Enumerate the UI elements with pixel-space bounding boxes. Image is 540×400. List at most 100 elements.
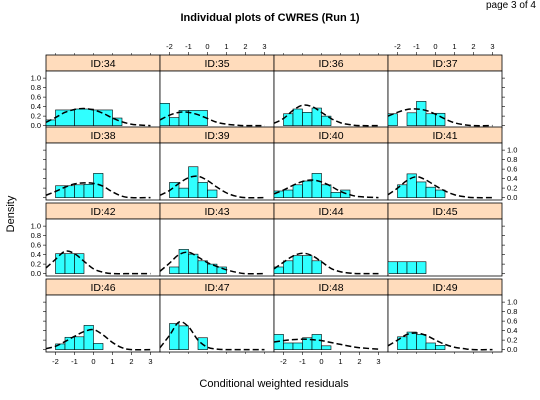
histogram-bar [188, 166, 199, 198]
y-axis-label: Density [5, 195, 17, 232]
histogram-bar [292, 108, 303, 126]
panel-id44: ID:44 [273, 202, 389, 277]
histogram-bar [435, 112, 446, 126]
x-tick-label-top: 3 [262, 42, 266, 51]
panel-grid: ID:34 ID:35 ID:36 ID:37 ID:38 ID:39 ID:40 ID:41… [45, 54, 503, 353]
y-tick-label-left: 0.8 [31, 231, 41, 240]
histogram-bar [321, 345, 332, 350]
y-tick-label-right: 0.4 [507, 174, 517, 183]
panel-strip-label: ID:43 [204, 206, 229, 218]
y-tick-label-right: 0.6 [507, 165, 517, 174]
x-tick-label-top: -2 [394, 42, 401, 51]
y-tick-label-right: 0.8 [507, 307, 517, 316]
y-tick-label-left: 0.4 [31, 250, 41, 259]
panel-id45: ID:45 [387, 202, 503, 277]
x-tick-label-top: -1 [185, 42, 192, 51]
panel-id35: ID:35 [159, 54, 275, 129]
histogram-bar [169, 266, 180, 274]
panel-strip-label: ID:47 [204, 282, 229, 294]
x-tick-label-top: -1 [413, 42, 420, 51]
panel-id47: ID:47 [159, 278, 275, 353]
histogram-bar [425, 113, 436, 126]
panel-id38: ID:38 [45, 126, 161, 201]
histogram-bar [197, 182, 208, 198]
histogram-bar [83, 184, 94, 198]
panel-strip-label: ID:45 [432, 206, 457, 218]
panel-strip-label: ID:48 [318, 282, 343, 294]
panel-id46: ID:46 [45, 278, 161, 353]
panel-id34: ID:34 [45, 54, 161, 129]
y-tick-label-right: 0.8 [507, 155, 517, 164]
density-curve [273, 338, 379, 350]
histogram-bar [74, 253, 85, 274]
y-tick-label-right: 0.2 [507, 336, 517, 345]
y-tick-label-left: 1.0 [31, 74, 41, 83]
density-curve [159, 320, 265, 351]
panel-strip-label: ID:46 [90, 282, 115, 294]
histogram-bar [311, 107, 322, 126]
histogram-bar [64, 185, 75, 198]
y-tick-label-right: 0.0 [507, 193, 517, 202]
histogram-bar [435, 189, 446, 198]
x-tick-label-bottom: 3 [148, 357, 152, 366]
y-tick-label-right: 0.2 [507, 184, 517, 193]
histogram-bar [283, 113, 294, 126]
x-tick-label-top: 2 [471, 42, 475, 51]
panel-id48: ID:48 [273, 278, 389, 353]
density-curve [159, 251, 265, 275]
y-tick-label-left: 1.0 [31, 222, 41, 231]
density-curve [45, 107, 151, 127]
histogram-bar [416, 261, 427, 274]
density-curve [273, 104, 379, 127]
histogram-bar [416, 334, 427, 350]
x-tick-label-top: 0 [205, 42, 209, 51]
y-tick-label-right: 1.0 [507, 146, 517, 155]
histogram-bar [93, 109, 113, 126]
histogram-bar [406, 261, 417, 274]
histogram-bar [302, 112, 313, 126]
x-tick-label-bottom: 2 [357, 357, 361, 366]
histogram-bar [83, 325, 94, 350]
panel-strip-label: ID:36 [318, 58, 343, 70]
histogram-bar [283, 260, 294, 274]
histogram-bar [425, 342, 436, 350]
y-tick-label-left: 0.8 [31, 83, 41, 92]
histogram-bar [387, 261, 398, 274]
density-curve [45, 250, 151, 275]
histogram-bar [321, 184, 332, 198]
histogram-bar [74, 336, 85, 350]
histogram-bar [416, 181, 427, 198]
x-tick-label-bottom: 3 [376, 357, 380, 366]
x-tick-label-bottom: -2 [52, 357, 59, 366]
histogram-bar [406, 112, 417, 126]
density-curve [45, 182, 151, 199]
histogram-bar [321, 115, 332, 126]
panel-strip-label: ID:35 [204, 58, 229, 70]
panel-strip-label: ID:42 [90, 206, 115, 218]
density-curve [387, 175, 493, 199]
panel-strip-label: ID:37 [432, 58, 457, 70]
y-tick-label-left: 0.4 [31, 102, 41, 111]
histogram-bar [311, 334, 322, 350]
x-tick-label-top: 1 [224, 42, 228, 51]
histogram-bar [178, 325, 189, 350]
x-tick-label-top: 3 [490, 42, 494, 51]
y-tick-label-right: 0.0 [507, 345, 517, 354]
panel-id39: ID:39 [159, 126, 275, 201]
histogram-bar [311, 260, 322, 274]
x-tick-label-bottom: 1 [338, 357, 342, 366]
panel-strip-label: ID:49 [432, 282, 457, 294]
histogram-bar [74, 184, 85, 198]
histogram-bar [416, 101, 427, 126]
panel-strip-label: ID:40 [318, 130, 343, 142]
y-tick-label-right: 0.4 [507, 326, 517, 335]
x-tick-label-bottom: -2 [280, 357, 287, 366]
histogram-bar [64, 336, 75, 350]
density-curve [273, 252, 379, 275]
histogram-bar [292, 342, 303, 350]
histogram-bar [178, 187, 189, 198]
histogram-bar [55, 253, 66, 274]
histogram-bar [159, 103, 170, 126]
panel-strip-label: ID:41 [432, 130, 457, 142]
histogram-bar [169, 323, 180, 350]
